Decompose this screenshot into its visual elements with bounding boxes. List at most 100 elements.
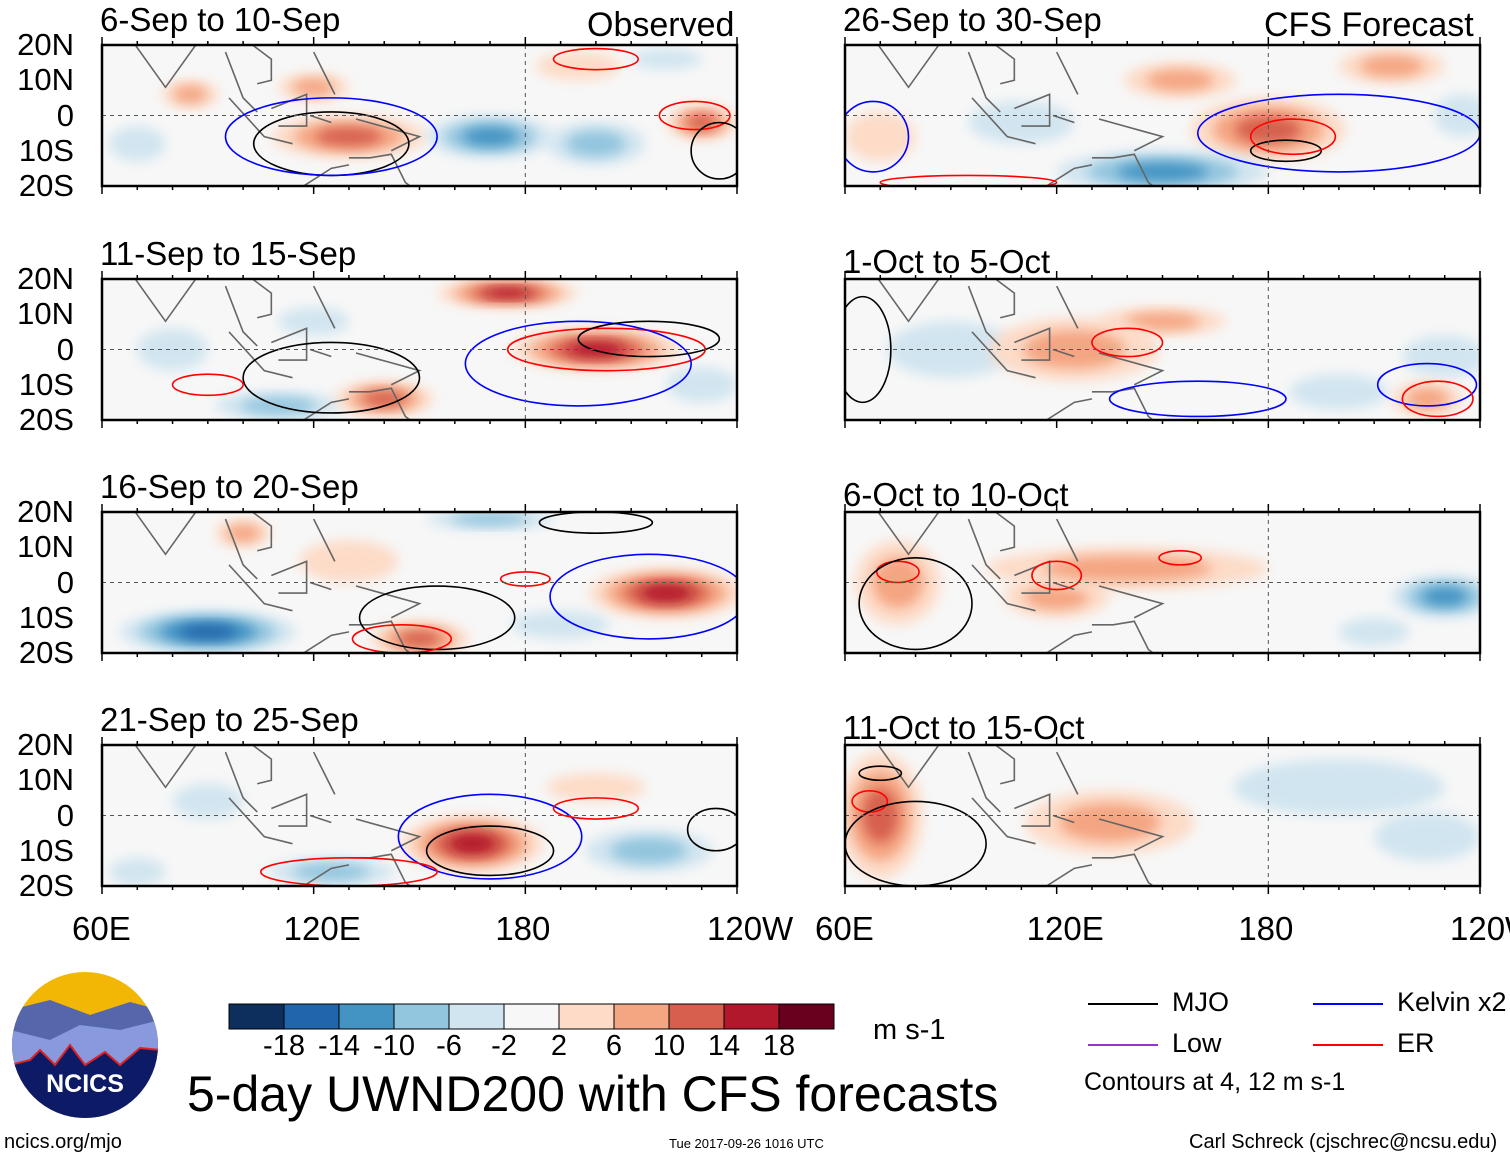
wind-anomaly-shade (845, 111, 916, 162)
lon-label: 60E (72, 910, 131, 947)
wind-anomaly-shade (535, 52, 621, 81)
figure-title: 5-day UWND200 with CFS forecasts (187, 1066, 999, 1122)
wind-anomaly-shade (1146, 69, 1215, 91)
wind-anomaly-shade (278, 307, 349, 336)
coastline (134, 45, 422, 186)
lat-label: 20S (18, 168, 74, 203)
lat-label: 10N (17, 296, 74, 332)
wind-anomaly-shade (109, 857, 166, 886)
colorbar-swatch (338, 1003, 395, 1030)
colorbar-swatch (668, 1003, 725, 1030)
colorbar (228, 1003, 835, 1030)
wind-anomaly-shade (137, 328, 208, 371)
kelvin-contour (224, 97, 438, 177)
panel-title: 16-Sep to 20-Sep (100, 468, 359, 505)
coastline (877, 45, 1165, 186)
wind-anomaly-shade (546, 773, 646, 802)
panel-title: 26-Sep to 30-Sep (843, 1, 1102, 38)
wind-anomaly-shade (1434, 94, 1480, 137)
lat-label: 0 (56, 797, 74, 833)
panel-title: 6-Oct to 10-Oct (843, 476, 1069, 513)
footer-url[interactable]: ncics.org/mjo (4, 1131, 122, 1153)
wind-anomaly-shade (968, 101, 1075, 144)
wind-anomaly-shade (178, 624, 238, 639)
wind-anomaly-shade (1289, 374, 1389, 410)
lat-label: 0 (56, 331, 74, 367)
wind-anomaly-shade (292, 78, 335, 96)
map-panel (843, 271, 1482, 428)
wind-anomaly-shade (566, 131, 626, 157)
lat-label: 10S (18, 132, 74, 168)
lat-label: 10N (17, 762, 74, 798)
lon-label: 180 (495, 910, 551, 947)
map-panel (843, 504, 1482, 661)
mjo-contour (690, 121, 737, 180)
wind-anomaly-shade (448, 834, 496, 854)
kelvin-contour (549, 553, 737, 640)
colorbar-swatch (228, 1003, 285, 1030)
wind-anomaly-shade (462, 127, 518, 146)
colorbar-tick: -18 (263, 1030, 305, 1062)
colorbar-tick: 10 (652, 1030, 686, 1062)
lon-label: 120W (1450, 910, 1510, 947)
er-contour (879, 174, 1058, 186)
kelvin-contour (1108, 380, 1287, 418)
wind-anomaly-shade (1338, 617, 1410, 646)
lat-label: 10S (18, 366, 74, 402)
wind-anomaly-shade (315, 127, 383, 146)
colorbar-swatch (723, 1003, 780, 1030)
colorbar-swatch (503, 1003, 560, 1030)
lat-label: 20N (17, 494, 74, 529)
lon-label: 60E (815, 910, 874, 947)
kelvin-contour (845, 100, 910, 173)
er-legend-label: ER (1397, 1028, 1435, 1058)
lat-label: 0 (56, 564, 74, 600)
er-contour (351, 624, 453, 653)
colorbar-tick: -14 (318, 1030, 360, 1062)
wind-anomaly-shade (1233, 759, 1445, 816)
wind-anomaly-shade (451, 512, 529, 526)
wind-anomaly-shade (299, 540, 399, 583)
lat-label: 10S (18, 599, 74, 635)
colorbar-swatch (448, 1003, 505, 1030)
er-contour (1158, 549, 1203, 566)
map-panel (100, 737, 739, 894)
colorbar-tick: -6 (436, 1030, 462, 1062)
mjo-legend-line (1088, 1003, 1158, 1005)
wind-anomaly-shade (1402, 335, 1480, 378)
mjo-contour (538, 512, 654, 534)
colorbar-tick: -2 (491, 1030, 517, 1062)
wind-anomaly-shade (640, 584, 693, 602)
er-contour (552, 797, 640, 820)
er-contour (1401, 380, 1474, 418)
colorbar-tick: 6 (605, 1030, 623, 1062)
mjo-contour (242, 341, 421, 414)
panel-title: 21-Sep to 25-Sep (100, 701, 359, 738)
wind-anomaly-shade (173, 85, 208, 103)
mjo-contour (845, 295, 892, 404)
lat-label: 10N (17, 62, 74, 98)
kelvin-contour (397, 793, 583, 880)
observed-header: Observed (587, 6, 735, 44)
wind-anomaly-shade (1117, 162, 1208, 181)
kelvin-contour (464, 320, 692, 407)
lat-label: 20S (18, 635, 74, 670)
mjo-contour (858, 765, 903, 782)
kelvin-contour (1376, 362, 1478, 407)
lon-label: 120E (283, 910, 361, 947)
colorbar-tick: 18 (762, 1030, 796, 1062)
coastline (877, 279, 1165, 420)
mjo-contour (425, 825, 555, 877)
er-contour (259, 857, 438, 886)
mjo-contour (1249, 139, 1323, 163)
colorbar-swatch (778, 1003, 835, 1030)
wind-anomaly-shade (226, 524, 261, 542)
wind-anomaly-shade (686, 114, 717, 131)
wind-anomaly-shade (511, 610, 610, 639)
colorbar-swatch (283, 1003, 340, 1030)
colorbar-tick: 14 (707, 1030, 741, 1062)
mjo-legend-label: MJO (1172, 987, 1229, 1017)
wind-anomaly-shade (172, 783, 244, 820)
